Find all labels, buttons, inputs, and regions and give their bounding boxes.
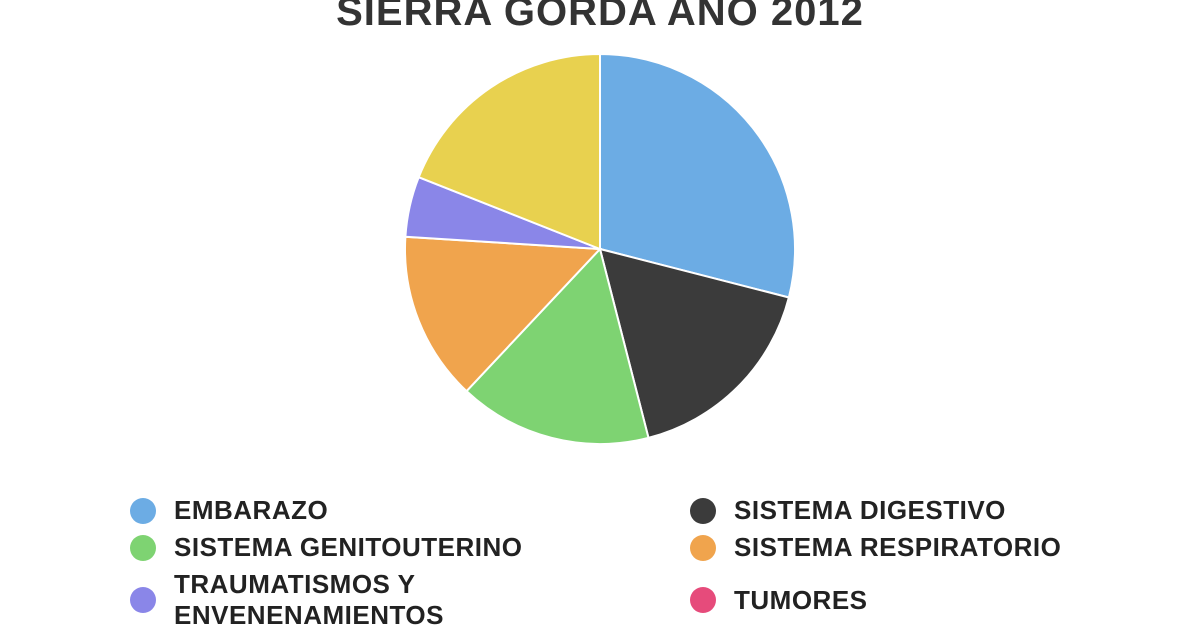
legend-item: SISTEMA GENITOUTERINO xyxy=(130,532,670,563)
pie-chart-container xyxy=(0,35,1200,455)
legend-item: SISTEMA DIGESTIVO xyxy=(690,495,1200,526)
legend-label: SISTEMA RESPIRATORIO xyxy=(734,532,1061,563)
legend-swatch xyxy=(130,587,156,613)
legend-swatch xyxy=(130,535,156,561)
legend-label: SISTEMA DIGESTIVO xyxy=(734,495,1006,526)
legend-swatch xyxy=(690,535,716,561)
legend-swatch xyxy=(690,587,716,613)
legend: EMBARAZO SISTEMA DIGESTIVO SISTEMA GENITOU… xyxy=(50,495,1150,631)
legend-item: SISTEMA RESPIRATORIO xyxy=(690,532,1200,563)
pie-chart xyxy=(0,35,1200,455)
legend-label: TUMORES xyxy=(734,585,868,616)
legend-item: TUMORES xyxy=(690,569,1200,631)
legend-label: TRAUMATISMOS Y ENVENENAMIENTOS xyxy=(174,569,670,631)
legend-item: TRAUMATISMOS Y ENVENENAMIENTOS xyxy=(130,569,670,631)
legend-swatch xyxy=(690,498,716,524)
page-title: SIERRA GORDA AÑO 2012 xyxy=(0,0,1200,35)
legend-label: EMBARAZO xyxy=(174,495,328,526)
legend-label: SISTEMA GENITOUTERINO xyxy=(174,532,523,563)
legend-item: EMBARAZO xyxy=(130,495,670,526)
legend-swatch xyxy=(130,498,156,524)
